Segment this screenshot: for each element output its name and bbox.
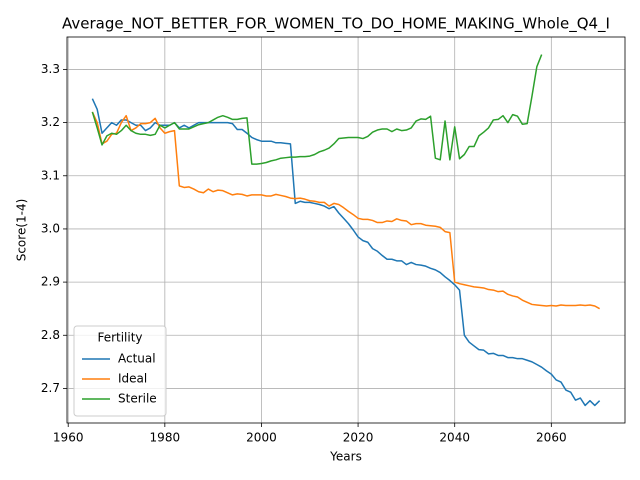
x-tick-label: 1980 [150,431,181,445]
legend-label: Ideal [118,372,147,386]
y-tick-label: 2.7 [41,381,60,395]
chart-title: Average_NOT_BETTER_FOR_WOMEN_TO_DO_HOME_… [62,15,610,34]
legend-label: Sterile [118,392,157,406]
x-tick-label: 2060 [536,431,567,445]
y-tick-label: 3.0 [41,221,60,235]
line [91,111,601,310]
x-axis-label: Years [329,450,362,464]
x-tick-label: 1960 [53,431,84,445]
y-tick-label: 2.9 [41,275,60,289]
x-tick-label: 2000 [246,431,277,445]
y-tick-label: 3.2 [41,115,60,129]
y-tick-label: 2.8 [41,328,60,342]
legend-title: Fertility [97,331,142,345]
y-tick-label: 3.3 [41,62,60,76]
x-tick-label: 2020 [343,431,374,445]
y-tick-label: 3.1 [41,168,60,182]
line [91,54,543,165]
plot-frame [66,36,626,424]
x-tick-label: 2040 [439,431,470,445]
y-axis-label: Score(1-4) [15,199,29,262]
legend-label: Actual [118,352,156,366]
legend-box [73,325,167,417]
